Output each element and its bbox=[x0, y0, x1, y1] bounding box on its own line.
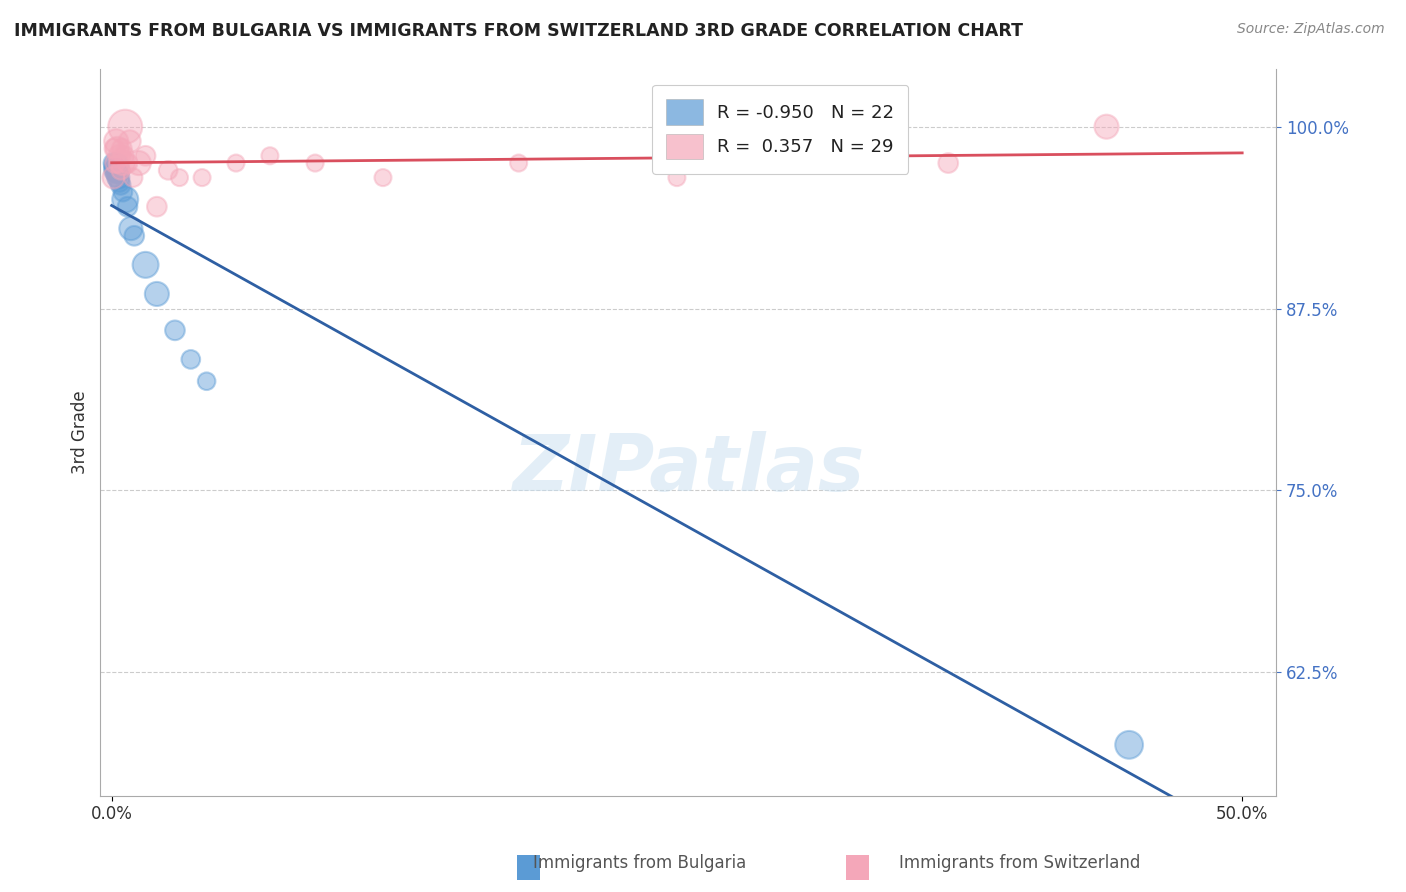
Point bbox=[122, 170, 145, 185]
Y-axis label: 3rd Grade: 3rd Grade bbox=[72, 391, 89, 474]
Point bbox=[103, 170, 125, 185]
Point bbox=[169, 170, 191, 185]
Point bbox=[104, 163, 127, 178]
Text: Immigrants from Switzerland: Immigrants from Switzerland bbox=[898, 855, 1140, 872]
Legend: R = -0.950   N = 22, R =  0.357   N = 29: R = -0.950 N = 22, R = 0.357 N = 29 bbox=[652, 85, 908, 174]
Point bbox=[117, 200, 139, 214]
Point bbox=[105, 141, 128, 155]
Point bbox=[508, 156, 530, 170]
Point bbox=[936, 156, 959, 170]
Point bbox=[110, 163, 132, 178]
Point bbox=[163, 323, 186, 337]
Point bbox=[146, 287, 169, 301]
Point bbox=[110, 178, 132, 192]
Point bbox=[108, 175, 131, 189]
Point bbox=[135, 258, 157, 272]
Point bbox=[103, 141, 125, 155]
Text: IMMIGRANTS FROM BULGARIA VS IMMIGRANTS FROM SWITZERLAND 3RD GRADE CORRELATION CH: IMMIGRANTS FROM BULGARIA VS IMMIGRANTS F… bbox=[14, 22, 1024, 40]
Point bbox=[118, 134, 141, 148]
Point bbox=[105, 134, 128, 148]
Text: ZIPatlas: ZIPatlas bbox=[512, 431, 865, 507]
Point bbox=[114, 193, 136, 207]
Point bbox=[195, 374, 218, 388]
Point bbox=[1095, 120, 1118, 134]
Text: Source: ZipAtlas.com: Source: ZipAtlas.com bbox=[1237, 22, 1385, 37]
Point bbox=[1118, 738, 1140, 752]
Point bbox=[146, 200, 169, 214]
Point bbox=[114, 120, 136, 134]
Point bbox=[104, 156, 127, 170]
Point bbox=[111, 156, 134, 170]
Point bbox=[122, 228, 145, 243]
Text: Immigrants from Bulgaria: Immigrants from Bulgaria bbox=[533, 855, 747, 872]
Point bbox=[120, 221, 142, 235]
Point bbox=[103, 161, 125, 175]
Point bbox=[128, 156, 150, 170]
Point bbox=[108, 149, 131, 163]
Point bbox=[259, 149, 281, 163]
Point bbox=[105, 170, 128, 185]
Point bbox=[107, 170, 129, 185]
Point bbox=[103, 156, 125, 170]
Point bbox=[105, 159, 128, 173]
Point bbox=[117, 156, 139, 170]
Point bbox=[107, 156, 129, 170]
Point bbox=[304, 156, 326, 170]
Point bbox=[104, 166, 127, 180]
Point bbox=[112, 149, 135, 163]
Point bbox=[135, 149, 157, 163]
Point bbox=[665, 170, 688, 185]
Point bbox=[111, 185, 134, 199]
Point bbox=[107, 166, 129, 180]
Point bbox=[225, 156, 247, 170]
Point bbox=[191, 170, 214, 185]
Point bbox=[371, 170, 394, 185]
Point bbox=[111, 141, 134, 155]
Point bbox=[157, 163, 180, 178]
Point bbox=[180, 352, 202, 367]
Point bbox=[105, 163, 128, 178]
